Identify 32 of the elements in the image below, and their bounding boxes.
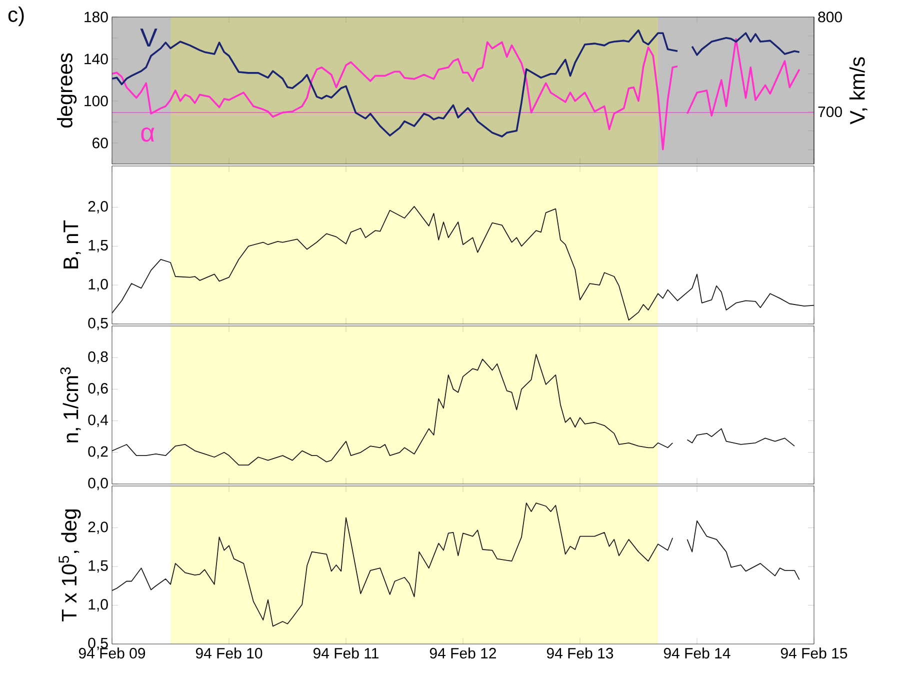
y-tick-label: 0,2: [88, 446, 108, 459]
y-axis-title: B, nT: [64, 220, 81, 268]
text: c): [8, 6, 24, 26]
x-tick-label: 94 Feb 13: [546, 648, 614, 659]
x-tick-label: 94 Feb 11: [313, 648, 378, 659]
y-tick-label: 140: [84, 54, 108, 64]
y-tick-label: 0,8: [88, 351, 108, 364]
x-tick-label: 94 Feb 12: [430, 648, 496, 659]
y-axis-title: T x 10$^{5}$, deg: [58, 510, 81, 622]
x-tick-label: 94 Feb 15: [780, 648, 848, 659]
y-tick-label: 60: [92, 138, 108, 148]
y-tick-label: 1,5: [88, 240, 108, 252]
y2-tick-label: 800: [818, 12, 842, 22]
series-label: α: [141, 127, 154, 142]
y-tick-label: 1,5: [88, 560, 108, 573]
y-tick-label: 0,0: [88, 478, 108, 490]
y-tick-label: 2,0: [88, 201, 108, 214]
y-tick-label: 0,5: [88, 318, 108, 330]
x-tick-label: 94 Feb 14: [664, 648, 730, 659]
y-tick-label: 1,0: [88, 278, 108, 292]
x-tick-label: 94 Feb 10: [196, 648, 262, 659]
y-tick-label: 100: [84, 96, 108, 106]
y-tick-label: 0,6: [88, 382, 108, 396]
y-axis-title: degrees: [57, 53, 77, 128]
y-tick-label: 180: [84, 12, 108, 22]
y-axis-title: n, 1/cm$^{3}$: [60, 367, 81, 442]
y2-tick-label: 700: [818, 106, 842, 118]
y-tick-label: 1,0: [88, 599, 108, 612]
series-label: V: [140, 28, 158, 47]
y2-axis-title: V, km/s: [849, 57, 868, 124]
y-tick-label: 2,0: [88, 522, 108, 534]
y-tick-label: 0,4: [88, 414, 108, 427]
